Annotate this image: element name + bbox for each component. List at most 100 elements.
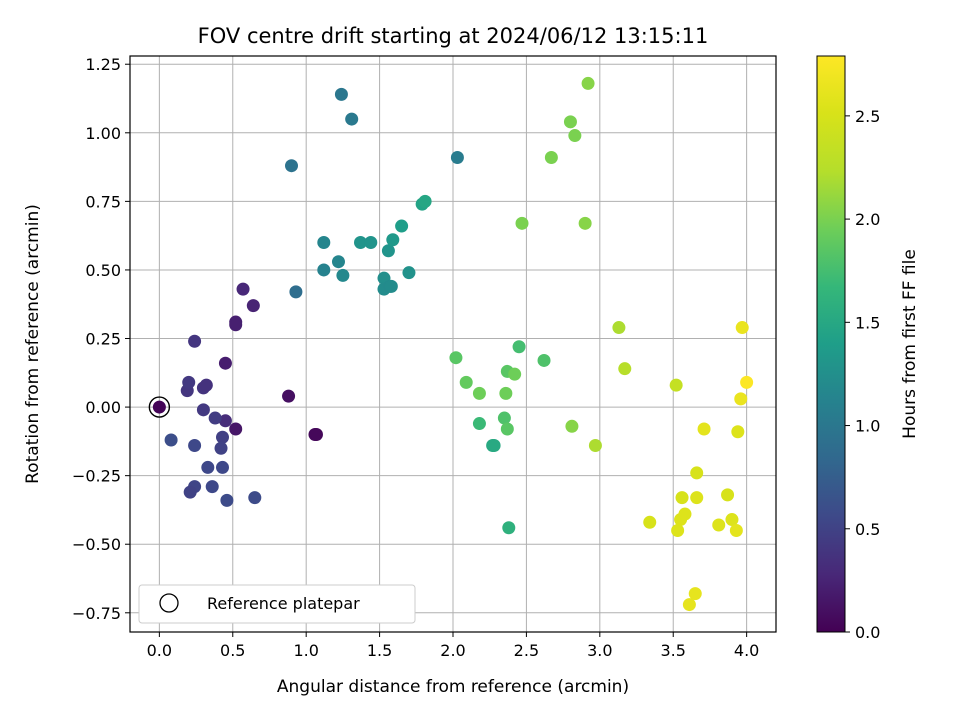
data-point-2 [218, 356, 232, 370]
data-point-43 [384, 279, 398, 293]
data-point-81 [690, 466, 704, 480]
x-axis-title: Angular distance from reference (arcmin) [277, 677, 629, 697]
reference-layer [148, 396, 171, 418]
data-point-38 [354, 236, 368, 250]
x-tick-label: 1.0 [293, 641, 318, 660]
data-point-88 [729, 524, 743, 538]
data-point-1 [229, 422, 243, 436]
x-tick-label: 2.0 [440, 641, 465, 660]
data-point-23 [164, 433, 178, 447]
legend-marker [159, 593, 179, 613]
data-point-67 [568, 129, 582, 143]
data-point-31 [334, 87, 348, 101]
data-point-56 [472, 417, 486, 431]
data-point-32 [345, 112, 359, 126]
data-point-25 [183, 485, 197, 499]
data-point-70 [565, 419, 579, 433]
data-point-36 [331, 255, 345, 269]
data-point-73 [618, 362, 632, 376]
data-point-54 [459, 375, 473, 389]
data-point-4 [229, 315, 243, 329]
data-point-6 [236, 282, 250, 296]
data-point-61 [499, 386, 513, 400]
data-point-71 [588, 438, 602, 452]
data-point-74 [669, 378, 683, 392]
data-point-15 [188, 334, 202, 348]
data-point-52 [502, 521, 516, 535]
data-point-7 [282, 389, 296, 403]
data-point-10 [218, 414, 232, 428]
data-point-9 [309, 428, 323, 442]
data-point-19 [214, 441, 228, 455]
data-point-87 [725, 513, 739, 527]
x-tick-label: 3.5 [661, 641, 686, 660]
data-point-27 [220, 493, 234, 507]
data-point-65 [544, 150, 558, 164]
colorbar-tick-label: 0.5 [855, 520, 880, 539]
colorbar-tick-label: 0.0 [855, 623, 880, 642]
data-point-47 [395, 219, 409, 233]
data-point-22 [188, 438, 202, 452]
data-point-26 [205, 480, 219, 494]
y-tick-label: 0.50 [85, 261, 121, 280]
data-point-29 [289, 285, 303, 299]
colorbar-tick-label: 2.5 [855, 107, 880, 126]
chart-title: FOV centre drift starting at 2024/06/12 … [198, 24, 709, 48]
legend-box [138, 584, 416, 624]
points-layer [152, 76, 754, 612]
y-tick-label: 0.25 [85, 330, 121, 349]
data-point-58 [500, 422, 514, 436]
data-point-37 [336, 268, 350, 282]
y-tick-label: 1.00 [85, 124, 121, 143]
reference-marker [148, 396, 171, 418]
data-point-91 [735, 321, 749, 335]
legend: Reference platepar [138, 584, 416, 624]
x-tick-label: 0.0 [147, 641, 172, 660]
data-point-83 [682, 598, 696, 612]
x-tick-label: 0.5 [220, 641, 245, 660]
data-point-49 [418, 194, 432, 208]
data-point-44 [381, 244, 395, 258]
data-point-39 [364, 236, 378, 250]
y-tick-label: −0.50 [72, 535, 121, 554]
data-point-46 [402, 266, 416, 280]
y-tick-label: 0.75 [85, 192, 121, 211]
x-tick-label: 4.0 [734, 641, 759, 660]
data-point-76 [671, 524, 685, 538]
data-point-18 [215, 430, 229, 444]
data-point-72 [612, 321, 626, 335]
data-point-55 [472, 386, 486, 400]
data-point-51 [487, 438, 501, 452]
colorbar-label: Hours from first FF file [900, 249, 920, 439]
data-point-82 [697, 422, 711, 436]
data-point-79 [675, 491, 689, 505]
x-axis-ticks: 0.0 0.5 1.0 1.5 2.0 2.5 3.0 3.5 4.0 [147, 632, 759, 660]
data-point-12 [199, 378, 213, 392]
data-point-28 [248, 491, 262, 505]
colorbar-tick-label: 1.5 [855, 313, 880, 332]
data-point-80 [690, 491, 704, 505]
data-point-30 [285, 159, 298, 173]
data-point-53 [449, 351, 463, 365]
data-point-85 [712, 518, 726, 532]
data-point-66 [563, 115, 577, 129]
data-point-62 [512, 340, 526, 354]
y-tick-label: −0.75 [72, 604, 121, 623]
colorbar: 0.0 0.5 1.0 1.5 2.0 2.5 Hours from first FF f… [816, 55, 920, 642]
colorbar-tick-label: 2.0 [855, 210, 880, 229]
colorbar-tick-label: 1.0 [855, 417, 880, 436]
data-point-17 [208, 411, 222, 425]
data-point-0 [152, 400, 166, 414]
legend-label: Reference platepar [207, 594, 360, 613]
data-point-57 [497, 411, 511, 425]
data-point-89 [731, 425, 745, 439]
data-point-5 [246, 299, 260, 313]
data-point-86 [721, 488, 735, 502]
data-point-16 [196, 403, 210, 417]
y-tick-label: −0.25 [72, 467, 121, 486]
colorbar-gradient [816, 55, 846, 633]
data-point-35 [317, 263, 331, 277]
data-point-21 [215, 460, 229, 474]
data-point-60 [508, 367, 522, 381]
